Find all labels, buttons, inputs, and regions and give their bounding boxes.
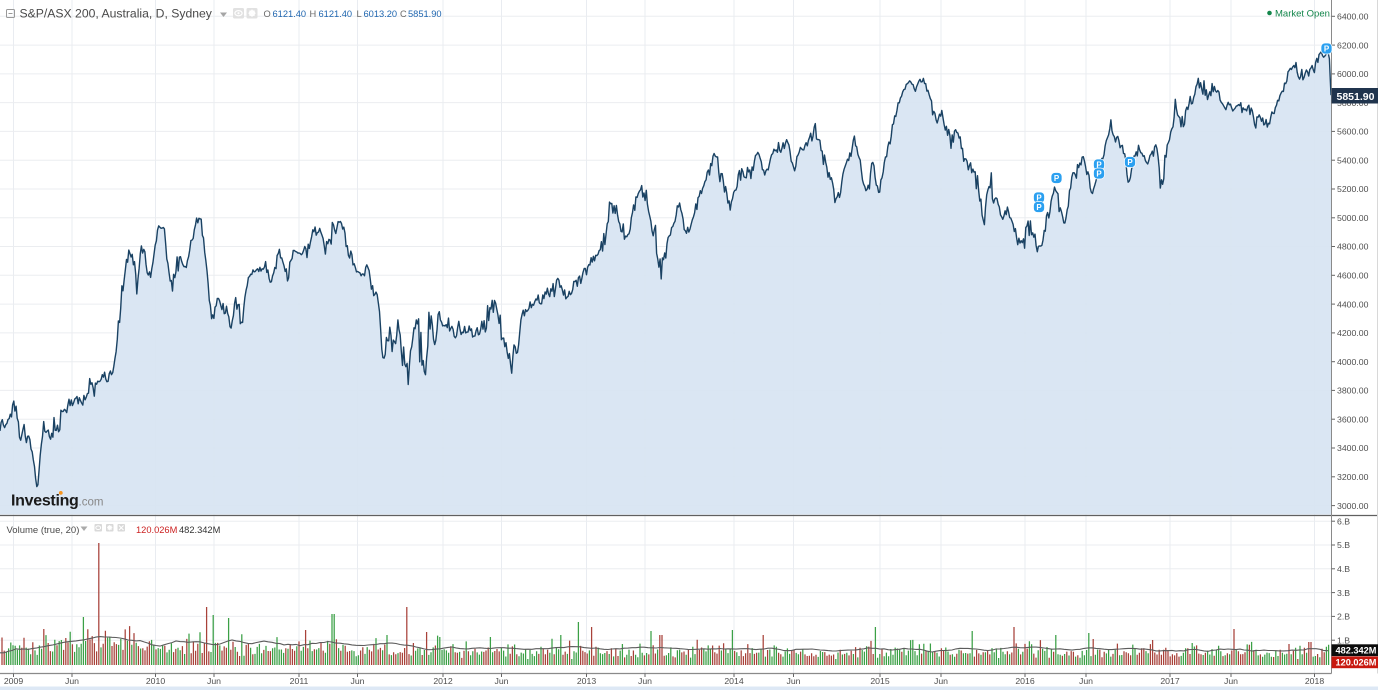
svg-text:6200.00: 6200.00 — [1337, 40, 1369, 50]
svg-text:2010: 2010 — [146, 676, 165, 686]
svg-text:3000.00: 3000.00 — [1337, 501, 1369, 511]
svg-text:5400.00: 5400.00 — [1337, 155, 1369, 165]
svg-text:2013: 2013 — [577, 676, 596, 686]
svg-text:482.342M: 482.342M — [1336, 646, 1377, 656]
svg-text:6121.40: 6121.40 — [273, 9, 307, 19]
svg-text:2018: 2018 — [1305, 676, 1324, 686]
svg-text:P: P — [1324, 44, 1330, 53]
svg-text:6.B: 6.B — [1337, 516, 1350, 526]
svg-text:C: C — [400, 9, 407, 19]
svg-text:L: L — [357, 9, 362, 19]
svg-text:Jun: Jun — [350, 676, 364, 686]
svg-text:4400.00: 4400.00 — [1337, 299, 1369, 309]
svg-text:5851.90: 5851.90 — [408, 9, 442, 19]
svg-text:Jun: Jun — [638, 676, 652, 686]
svg-text:2015: 2015 — [870, 676, 889, 686]
svg-text:S&P/ASX 200, Australia, D, Syd: S&P/ASX 200, Australia, D, Sydney — [20, 7, 213, 21]
svg-text:5000.00: 5000.00 — [1337, 213, 1369, 223]
svg-text:2.B: 2.B — [1337, 612, 1350, 622]
svg-text:5600.00: 5600.00 — [1337, 127, 1369, 137]
svg-text:2014: 2014 — [724, 676, 743, 686]
svg-text:5851.90: 5851.90 — [1337, 91, 1375, 103]
svg-text:Jun: Jun — [65, 676, 79, 686]
svg-text:Investing: Investing — [11, 493, 79, 510]
svg-text:6400.00: 6400.00 — [1337, 12, 1369, 22]
svg-text:5.B: 5.B — [1337, 540, 1350, 550]
svg-text:2009: 2009 — [4, 676, 23, 686]
svg-text:4.B: 4.B — [1337, 564, 1350, 574]
svg-text:2012: 2012 — [433, 676, 452, 686]
svg-text:4000.00: 4000.00 — [1337, 357, 1369, 367]
svg-text:5200.00: 5200.00 — [1337, 184, 1369, 194]
svg-text:P: P — [1127, 158, 1133, 167]
svg-text:Jun: Jun — [786, 676, 800, 686]
svg-text:120.026M: 120.026M — [136, 525, 177, 535]
svg-text:6121.40: 6121.40 — [319, 9, 353, 19]
svg-text:Volume (true, 20): Volume (true, 20) — [7, 525, 80, 536]
svg-text:1.B: 1.B — [1337, 635, 1350, 645]
svg-text:4800.00: 4800.00 — [1337, 242, 1369, 252]
svg-text:6013.20: 6013.20 — [364, 9, 398, 19]
svg-text:4600.00: 4600.00 — [1337, 271, 1369, 281]
svg-text:6000.00: 6000.00 — [1337, 69, 1369, 79]
svg-text:P: P — [1054, 174, 1060, 183]
svg-text:H: H — [310, 9, 317, 19]
svg-text:4200.00: 4200.00 — [1337, 328, 1369, 338]
svg-text:3400.00: 3400.00 — [1337, 443, 1369, 453]
svg-text:3200.00: 3200.00 — [1337, 472, 1369, 482]
svg-text:Jun: Jun — [207, 676, 221, 686]
svg-text:482.342M: 482.342M — [179, 525, 220, 535]
svg-text:P: P — [1096, 169, 1102, 178]
svg-text:P: P — [1036, 193, 1042, 202]
svg-text:3600.00: 3600.00 — [1337, 414, 1369, 424]
svg-text:Jun: Jun — [1079, 676, 1093, 686]
svg-text:O: O — [264, 9, 271, 19]
svg-text:Market Open: Market Open — [1275, 8, 1330, 19]
svg-text:Jun: Jun — [494, 676, 508, 686]
svg-text:2016: 2016 — [1015, 676, 1034, 686]
svg-text:P: P — [1036, 203, 1042, 212]
svg-text:3.B: 3.B — [1337, 588, 1350, 598]
svg-text:Jun: Jun — [1224, 676, 1238, 686]
svg-text:2017: 2017 — [1160, 676, 1179, 686]
svg-text:P: P — [1096, 160, 1102, 169]
svg-text:2011: 2011 — [290, 676, 309, 686]
svg-text:3800.00: 3800.00 — [1337, 386, 1369, 396]
svg-text:Jun: Jun — [934, 676, 948, 686]
svg-text:.com: .com — [79, 497, 104, 509]
svg-text:120.026M: 120.026M — [1336, 658, 1377, 668]
